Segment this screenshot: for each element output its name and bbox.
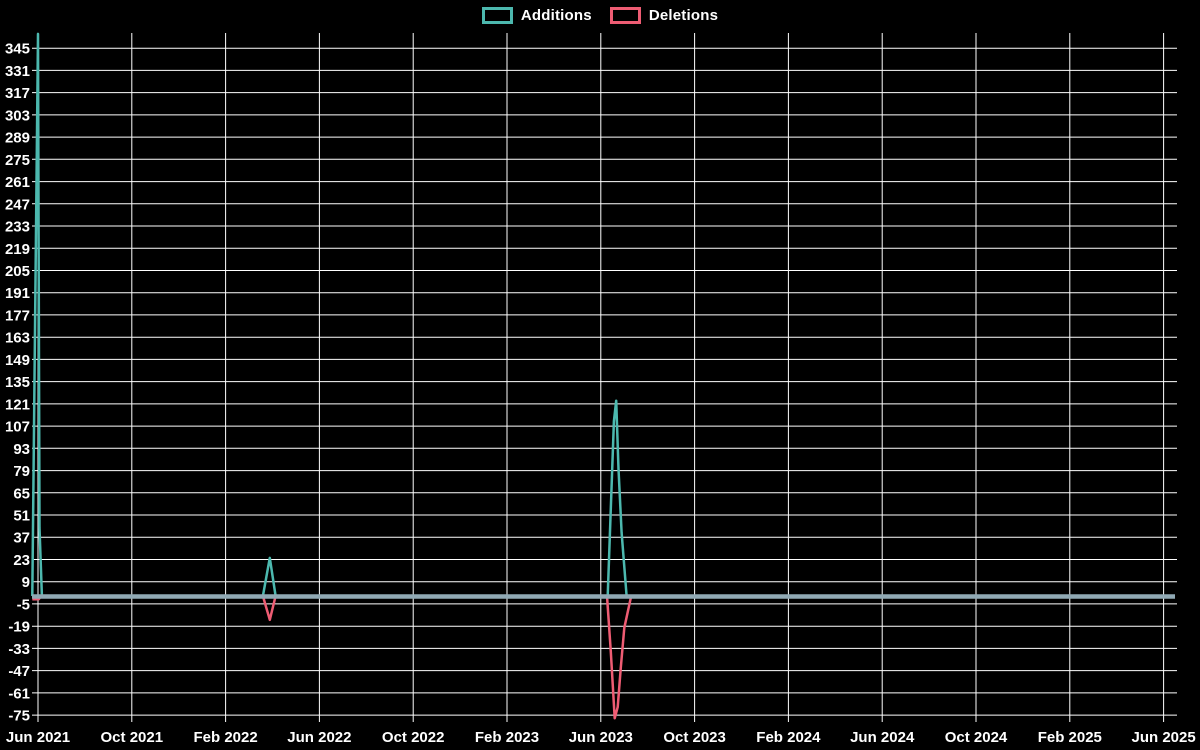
y-axis-labels: 345 331 317 303 289 275 261 247 233 219 205 191 177 1… <box>5 41 30 725</box>
y-tick-label: 107 <box>5 419 30 436</box>
x-tick-label: Feb 2022 <box>193 729 257 746</box>
y-tick-label: 23 <box>13 552 30 569</box>
y-tick-label: 317 <box>5 85 30 102</box>
x-tick-label: Oct 2021 <box>101 729 164 746</box>
y-tick-label: 177 <box>5 307 30 324</box>
y-tick-label: 135 <box>5 374 30 391</box>
y-tick-label: 345 <box>5 41 30 58</box>
legend-label-additions: Additions <box>520 7 592 24</box>
x-tick-label: Jun 2022 <box>287 729 351 746</box>
legend-label-deletions: Deletions <box>648 7 719 24</box>
deletions-line <box>32 594 1175 720</box>
y-tick-label: 289 <box>5 130 30 147</box>
legend-item-deletions[interactable]: Deletions <box>609 7 719 24</box>
y-tick-label: 9 <box>22 574 30 591</box>
y-tick-label: 219 <box>5 241 30 258</box>
legend-item-additions[interactable]: Additions <box>481 7 592 24</box>
x-axis-labels: Jun 2021 Oct 2021 Feb 2022 Jun 2022 Oct 2022… <box>6 729 1196 746</box>
y-tick-label: 275 <box>5 152 30 169</box>
x-tick-label: Feb 2024 <box>756 729 821 746</box>
gridlines <box>32 33 1177 722</box>
x-tick-label: Oct 2024 <box>945 729 1008 746</box>
y-tick-label: 51 <box>13 508 30 525</box>
y-tick-label: -61 <box>8 685 30 702</box>
y-tick-label: 37 <box>13 530 30 547</box>
y-tick-label: 233 <box>5 219 30 236</box>
y-tick-label: 93 <box>13 441 30 458</box>
deletions-swatch-icon <box>609 7 641 24</box>
y-tick-label: -33 <box>8 641 30 658</box>
y-tick-label: 303 <box>5 107 30 124</box>
y-tick-label: 149 <box>5 352 30 369</box>
y-tick-label: 205 <box>5 263 30 280</box>
y-tick-label: 79 <box>13 463 30 480</box>
y-tick-label: 163 <box>5 330 30 347</box>
additions-swatch-icon <box>481 7 513 24</box>
x-tick-label: Jun 2025 <box>1131 729 1195 746</box>
x-tick-label: Feb 2025 <box>1038 729 1102 746</box>
y-tick-label: -5 <box>17 596 30 613</box>
x-tick-label: Oct 2023 <box>663 729 726 746</box>
x-tick-label: Jun 2021 <box>6 729 70 746</box>
x-tick-label: Jun 2024 <box>850 729 915 746</box>
y-tick-label: 121 <box>5 396 30 413</box>
y-tick-label: 247 <box>5 196 30 213</box>
x-tick-label: Jun 2023 <box>569 729 633 746</box>
x-tick-label: Oct 2022 <box>382 729 445 746</box>
y-tick-label: 191 <box>5 285 30 302</box>
y-tick-label: -19 <box>8 619 30 636</box>
y-tick-label: 331 <box>5 63 30 80</box>
y-tick-label: -47 <box>8 663 30 680</box>
chart-legend: Additions Deletions <box>0 7 1200 24</box>
x-tick-label: Feb 2023 <box>475 729 539 746</box>
y-tick-label: -75 <box>8 708 30 725</box>
y-tick-label: 261 <box>5 174 30 191</box>
y-tick-label: 65 <box>13 485 30 502</box>
